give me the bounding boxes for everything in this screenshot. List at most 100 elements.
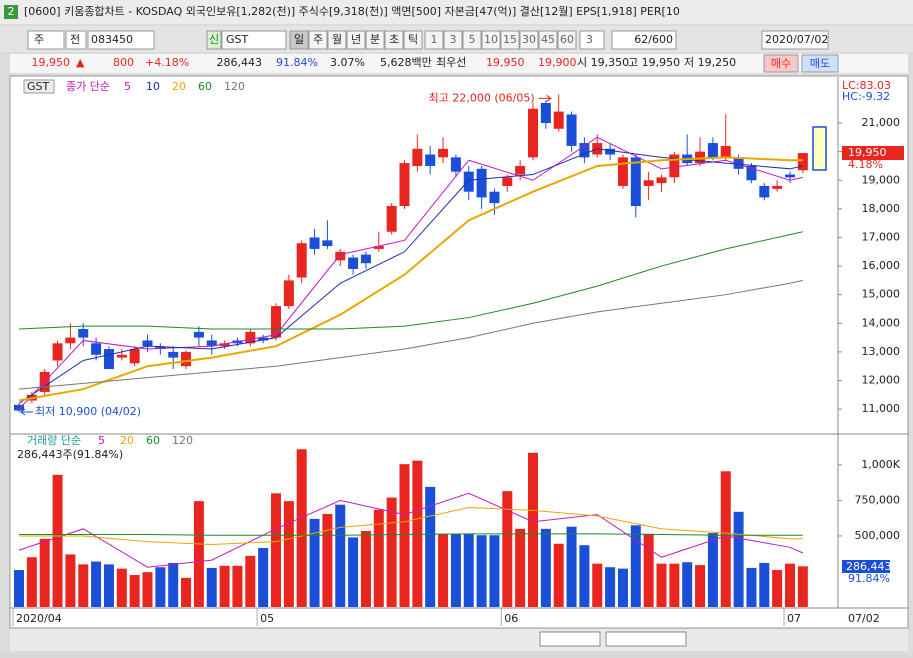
minute-btn[interactable] (462, 30, 482, 50)
volume-info: 286,443주(91.84%) (17, 448, 123, 461)
price-label: 19,950 (848, 146, 887, 159)
candle-body (91, 343, 102, 355)
period-box[interactable] (27, 30, 65, 50)
quote-bg (10, 54, 908, 73)
interval: 분 (370, 33, 380, 46)
nav-buttons[interactable] (539, 631, 601, 647)
candle-body (425, 154, 436, 166)
candle-body (669, 154, 680, 178)
volume-bar (579, 545, 590, 607)
date: 2020/07/02 (765, 33, 828, 46)
code-box[interactable] (87, 30, 155, 50)
zoom-slider[interactable] (605, 631, 687, 647)
legend-title: 거래량 단순 (27, 434, 81, 447)
sell-btn[interactable] (801, 54, 839, 73)
interval-btn[interactable] (365, 30, 385, 50)
volume-bar (91, 561, 102, 607)
minute-btn[interactable] (538, 30, 558, 50)
volume-bar (322, 513, 333, 607)
candle-body (322, 240, 333, 247)
candle-body (335, 251, 346, 261)
step-box[interactable] (579, 30, 605, 50)
minute: 60 (560, 33, 574, 46)
volume-bar (772, 570, 783, 607)
minute: 30 (522, 33, 536, 46)
y-tick-label: 15,000 (862, 288, 901, 301)
volume-bar (553, 543, 564, 607)
interval-btn[interactable] (327, 30, 347, 50)
ma-line (18, 156, 803, 402)
volume-bar (695, 565, 706, 607)
x-tick-label: 07 (787, 612, 801, 625)
volume-bar (386, 497, 397, 607)
interval-btn[interactable] (289, 30, 309, 50)
y-tick-label: 16,000 (862, 259, 901, 272)
price-box (842, 146, 904, 160)
volume-bar (515, 528, 526, 607)
y-tick-label: 500,000 (855, 529, 901, 542)
name-box[interactable] (221, 30, 287, 50)
minute: 15 (503, 33, 517, 46)
volume-rate-label: 91.84% (848, 572, 890, 585)
volume-bar (335, 504, 346, 607)
volume-bar (219, 565, 230, 607)
candle-body (515, 165, 526, 175)
scope-box[interactable] (65, 30, 87, 50)
interval-btn[interactable] (346, 30, 366, 50)
candle-body (502, 177, 513, 186)
volume-bar (425, 486, 436, 607)
volume-label: 286,443 (846, 560, 892, 573)
interval-btn[interactable] (308, 30, 328, 50)
volume-bar (656, 563, 667, 607)
candle-body (245, 331, 256, 344)
minute-btn[interactable] (519, 30, 539, 50)
legend-item: 60 (146, 434, 160, 447)
minute-btn[interactable] (557, 30, 577, 50)
volume-bar (669, 563, 680, 607)
volume-bar (540, 528, 551, 607)
volume-bar (759, 562, 770, 607)
candle-body (52, 343, 63, 361)
interval: 초 (389, 33, 399, 46)
ma-line (19, 507, 803, 545)
volume-bar (142, 572, 153, 607)
candle-body (219, 343, 230, 347)
quote-sign: ▲ (76, 56, 85, 69)
low-annotation: 최저 10,900 (04/02) (35, 405, 141, 418)
y-tick-label: 14,000 (862, 316, 901, 329)
volume-bar (26, 557, 37, 607)
minute-btn[interactable] (424, 30, 444, 50)
buy-btn[interactable] (763, 54, 799, 73)
badge: 신 (209, 33, 219, 46)
minute-btn[interactable] (500, 30, 520, 50)
volume-bar (438, 533, 449, 607)
x-tick-label: 05 (260, 612, 274, 625)
minute-btn[interactable] (481, 30, 501, 50)
minute-btn[interactable] (443, 30, 463, 50)
candle-body (746, 165, 757, 181)
y-tick-label: 750,000 (855, 493, 901, 506)
quote-price: 19,950 (32, 56, 71, 69)
candle-body (386, 206, 397, 232)
date-box[interactable] (761, 30, 829, 50)
volume-bar (39, 538, 50, 607)
candle-body (399, 163, 410, 206)
low-arrow (19, 408, 33, 416)
interval-btn[interactable] (403, 30, 423, 50)
legend-name-box (23, 79, 55, 94)
candle-body (656, 177, 667, 184)
candle-body (296, 243, 307, 278)
y-tick-label: 13,000 (862, 345, 901, 358)
volume-bar (129, 575, 140, 607)
candle-body (476, 168, 487, 198)
lc-label: LC:83.03 (842, 79, 891, 92)
minute: 3 (450, 33, 457, 46)
volume-bar (450, 533, 461, 607)
quote-low: 저 19,250 (684, 56, 736, 69)
y-tick-label: 21,000 (862, 116, 901, 129)
candle-body (566, 114, 577, 146)
volume-bar (309, 518, 320, 607)
volume-bar (283, 501, 294, 607)
interval-btn[interactable] (384, 30, 404, 50)
